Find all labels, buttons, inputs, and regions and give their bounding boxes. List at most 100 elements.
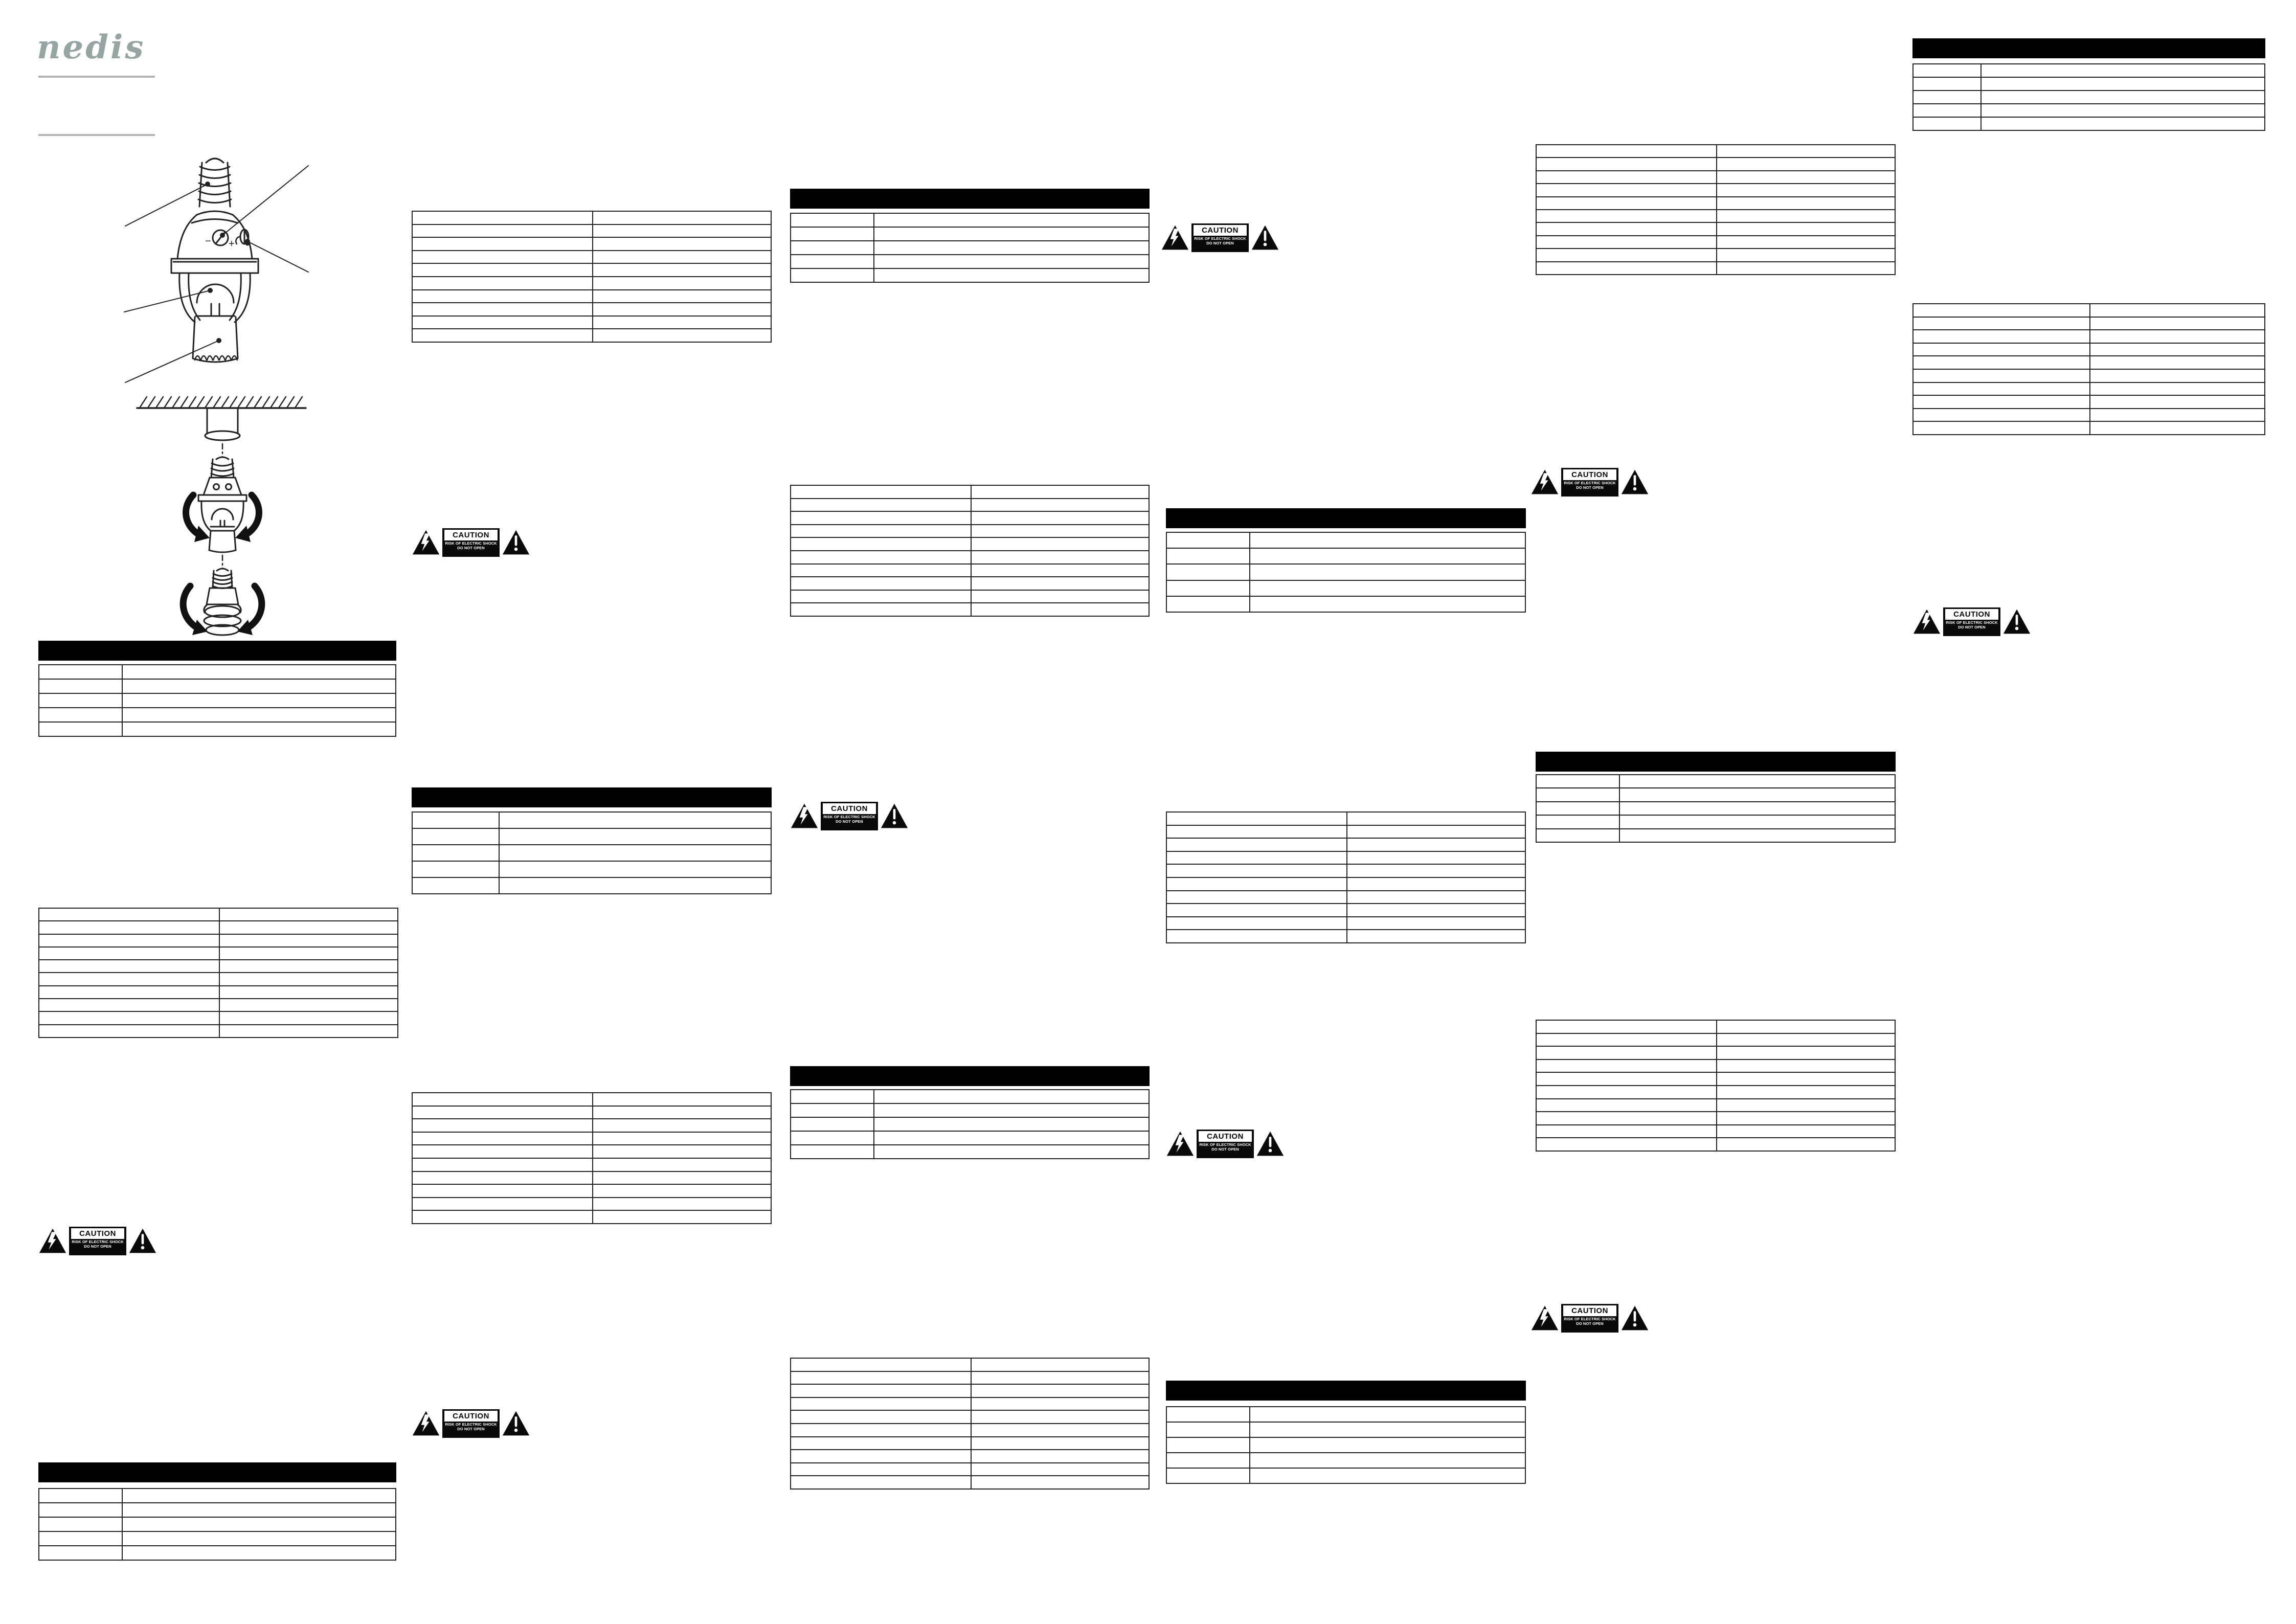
table-cell (1716, 1032, 1896, 1047)
caution-plate: CAUTION RISK OF ELECTRIC SHOCK DO NOT OP… (442, 528, 500, 557)
caution-line2: DO NOT OPEN (1211, 1147, 1239, 1152)
caution-title: CAUTION (1199, 1131, 1252, 1142)
table-cell (970, 1436, 1150, 1451)
table-cell (412, 1170, 593, 1185)
table-cell (1912, 395, 2090, 409)
caution-line2: DO NOT OPEN (836, 819, 863, 824)
table-cell (2089, 355, 2265, 370)
table-cell (411, 811, 500, 829)
info-table (1535, 774, 1896, 843)
table-cell (970, 1396, 1150, 1411)
table-cell (412, 1144, 593, 1159)
table-cell (1535, 828, 1620, 843)
table-cell (970, 1449, 1150, 1463)
table-cell (1249, 1422, 1526, 1438)
table-cell (1536, 209, 1717, 223)
info-table (1165, 1406, 1526, 1484)
table-cell (412, 315, 593, 330)
table-cell (412, 211, 593, 225)
table-cell (219, 959, 398, 974)
caution-line2: DO NOT OPEN (84, 1244, 111, 1249)
table-cell (412, 1157, 593, 1172)
product-callout-diagram: − + (124, 157, 309, 383)
table-cell (38, 721, 123, 737)
table-cell (38, 959, 220, 974)
table-cell (1536, 248, 1717, 262)
table-cell (1165, 579, 1251, 597)
table-cell (1716, 1111, 1896, 1125)
table-cell (121, 664, 397, 680)
table-cell (790, 498, 972, 512)
info-table (1165, 531, 1526, 613)
table-cell (1165, 1406, 1251, 1423)
table-cell (1716, 1124, 1896, 1139)
caution-title: CAUTION (823, 803, 876, 814)
table-cell (1619, 815, 1896, 829)
table-cell (592, 1092, 772, 1107)
caution-label: CAUTION RISK OF ELECTRIC SHOCK DO NOT OP… (1912, 607, 2031, 636)
lightning-bolt-icon (1161, 225, 1189, 250)
caution-title: CAUTION (444, 530, 498, 540)
table-cell (1166, 838, 1347, 852)
table-cell (1536, 1046, 1717, 1060)
table-cell (592, 223, 772, 238)
table-cell (219, 946, 398, 961)
table-cell (1249, 579, 1526, 597)
table-cell (1912, 316, 2090, 331)
table-cell (1536, 170, 1717, 185)
table-cell (412, 263, 593, 277)
table-cell (1716, 209, 1896, 223)
table-cell (499, 877, 772, 894)
caution-label: CAUTION RISK OF ELECTRIC SHOCK DO NOT OP… (412, 1409, 530, 1438)
table-cell (790, 213, 875, 228)
exclamation-icon (881, 803, 908, 828)
table-cell (412, 1131, 593, 1146)
table-cell (970, 524, 1150, 538)
section-header-bar (790, 1066, 1150, 1086)
table-cell (970, 1358, 1150, 1372)
table-cell (592, 263, 772, 277)
table-cell (38, 1024, 220, 1039)
caution-plate: CAUTION RISK OF ELECTRIC SHOCK DO NOT OP… (442, 1409, 500, 1438)
table-cell (790, 1144, 875, 1159)
table-cell (412, 328, 593, 343)
table-cell (1912, 63, 1982, 78)
table-cell (1166, 890, 1347, 905)
caution-line1: RISK OF ELECTRIC SHOCK (1199, 1142, 1251, 1147)
table-cell (1716, 170, 1896, 185)
table-cell (970, 1475, 1150, 1490)
table-cell (38, 679, 123, 694)
table-cell (38, 1531, 123, 1546)
table-cell (1912, 368, 2090, 383)
table-cell (592, 211, 772, 225)
table-cell (38, 933, 220, 948)
section-header-bar (1536, 752, 1896, 772)
table-cell (592, 1210, 772, 1224)
caution-plate: CAUTION RISK OF ELECTRIC SHOCK DO NOT OP… (1561, 1304, 1618, 1333)
table-cell (1912, 77, 1982, 91)
caution-line1: RISK OF ELECTRIC SHOCK (445, 1422, 497, 1427)
caution-line1: RISK OF ELECTRIC SHOCK (72, 1239, 124, 1244)
table-cell (1346, 929, 1526, 943)
lightning-bolt-icon (1166, 1131, 1194, 1156)
table-cell (592, 1157, 772, 1172)
table-cell (790, 227, 875, 241)
table-cell (412, 1092, 593, 1107)
skirt-drawing (192, 316, 239, 363)
caution-label: CAUTION RISK OF ELECTRIC SHOCK DO NOT OP… (1161, 223, 1279, 252)
table-cell (790, 1103, 875, 1118)
table-cell (1166, 850, 1347, 865)
table-cell (873, 1117, 1150, 1132)
table-cell (873, 227, 1150, 241)
table-cell (38, 664, 123, 680)
lightning-bolt-icon (412, 1411, 440, 1436)
caution-title: CAUTION (1945, 609, 1998, 620)
section-header-bar (38, 641, 396, 661)
adapter-mini-drawing (197, 456, 247, 553)
table-cell (411, 828, 500, 845)
section-header-bar (1166, 508, 1526, 528)
lightning-bolt-icon (1913, 609, 1941, 634)
table-cell (38, 985, 220, 1000)
table-cell (790, 1131, 875, 1145)
spec-table (790, 1358, 1150, 1490)
